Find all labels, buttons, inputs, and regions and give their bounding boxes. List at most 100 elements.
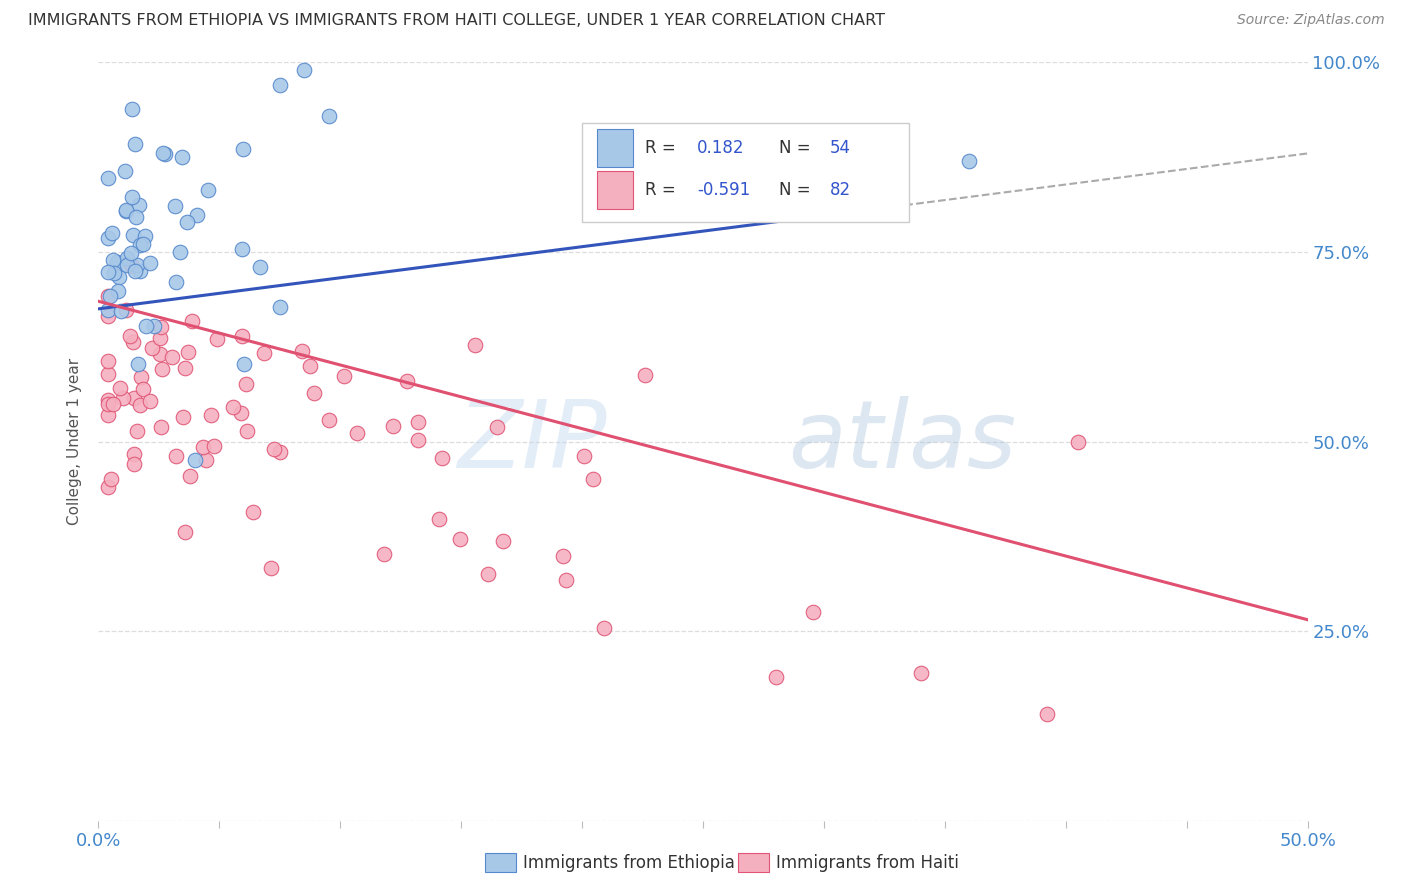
Point [112,391,135,405]
Point [200,408,222,422]
Point [155,147,177,161]
Point [204,439,226,453]
Point [634,368,657,382]
Point [172,410,194,425]
Point [127,357,149,371]
Point [138,394,160,409]
Point [128,198,150,212]
Point [197,183,219,197]
Point [592,621,614,635]
Point [134,229,156,244]
Point [318,412,340,426]
Point [464,338,486,352]
Point [100,289,122,303]
Point [97,309,120,323]
Point [165,275,187,289]
Point [260,561,283,575]
Point [205,332,228,346]
Point [801,606,824,620]
Text: 54: 54 [830,139,851,157]
Point [121,102,143,116]
Text: Immigrants from Haiti: Immigrants from Haiti [776,854,959,871]
Point [97,392,120,407]
Point [121,259,143,273]
Point [486,419,509,434]
Point [105,254,128,268]
Point [235,424,257,438]
Point [179,469,201,483]
Point [124,447,146,461]
Point [395,374,418,388]
Point [141,342,163,356]
Point [97,367,120,381]
FancyBboxPatch shape [582,123,908,221]
Point [263,442,285,456]
Point [150,419,173,434]
Point [176,214,198,228]
Point [127,424,149,438]
Text: 82: 82 [830,181,851,199]
Point [860,123,883,137]
Point [195,452,218,467]
Point [174,525,197,540]
Point [1035,707,1057,722]
Text: -0.591: -0.591 [697,181,751,199]
Point [430,450,453,465]
Point [115,203,138,218]
Point [249,260,271,274]
Point [115,258,138,272]
Point [184,453,207,467]
Point [97,231,120,245]
Point [406,415,429,429]
Point [118,329,141,343]
Point [152,145,174,160]
Point [97,171,120,186]
Point [97,480,120,494]
Point [97,289,120,303]
Point [97,397,120,411]
Point [169,244,191,259]
Point [304,386,326,401]
Point [150,361,173,376]
Text: N =: N = [779,139,811,157]
Point [128,399,150,413]
Point [122,457,145,471]
Point [121,190,143,204]
Point [101,397,124,411]
Point [103,266,125,280]
Point [554,573,576,587]
Point [180,314,202,328]
Point [232,357,254,371]
Point [107,284,129,298]
Point [269,301,291,315]
Point [176,344,198,359]
Point [492,533,515,548]
Point [406,434,429,448]
Point [174,361,197,376]
Point [229,406,252,420]
Point [427,512,450,526]
Point [110,381,132,395]
Point [957,153,980,168]
Point [97,409,120,423]
Point [129,264,152,278]
Text: 0.182: 0.182 [697,139,744,157]
Point [253,346,276,360]
Point [232,142,254,156]
Point [117,252,139,266]
Point [186,208,208,222]
Point [1067,434,1090,449]
Point [149,331,172,345]
Point [298,359,321,374]
Point [108,269,131,284]
Text: Immigrants from Ethiopia: Immigrants from Ethiopia [523,854,735,871]
Point [97,303,120,318]
Point [765,669,787,683]
Point [100,472,122,486]
Point [120,246,142,260]
Point [382,419,405,434]
Point [291,344,314,359]
Point [97,265,120,279]
Point [110,304,132,318]
Point [172,150,194,164]
